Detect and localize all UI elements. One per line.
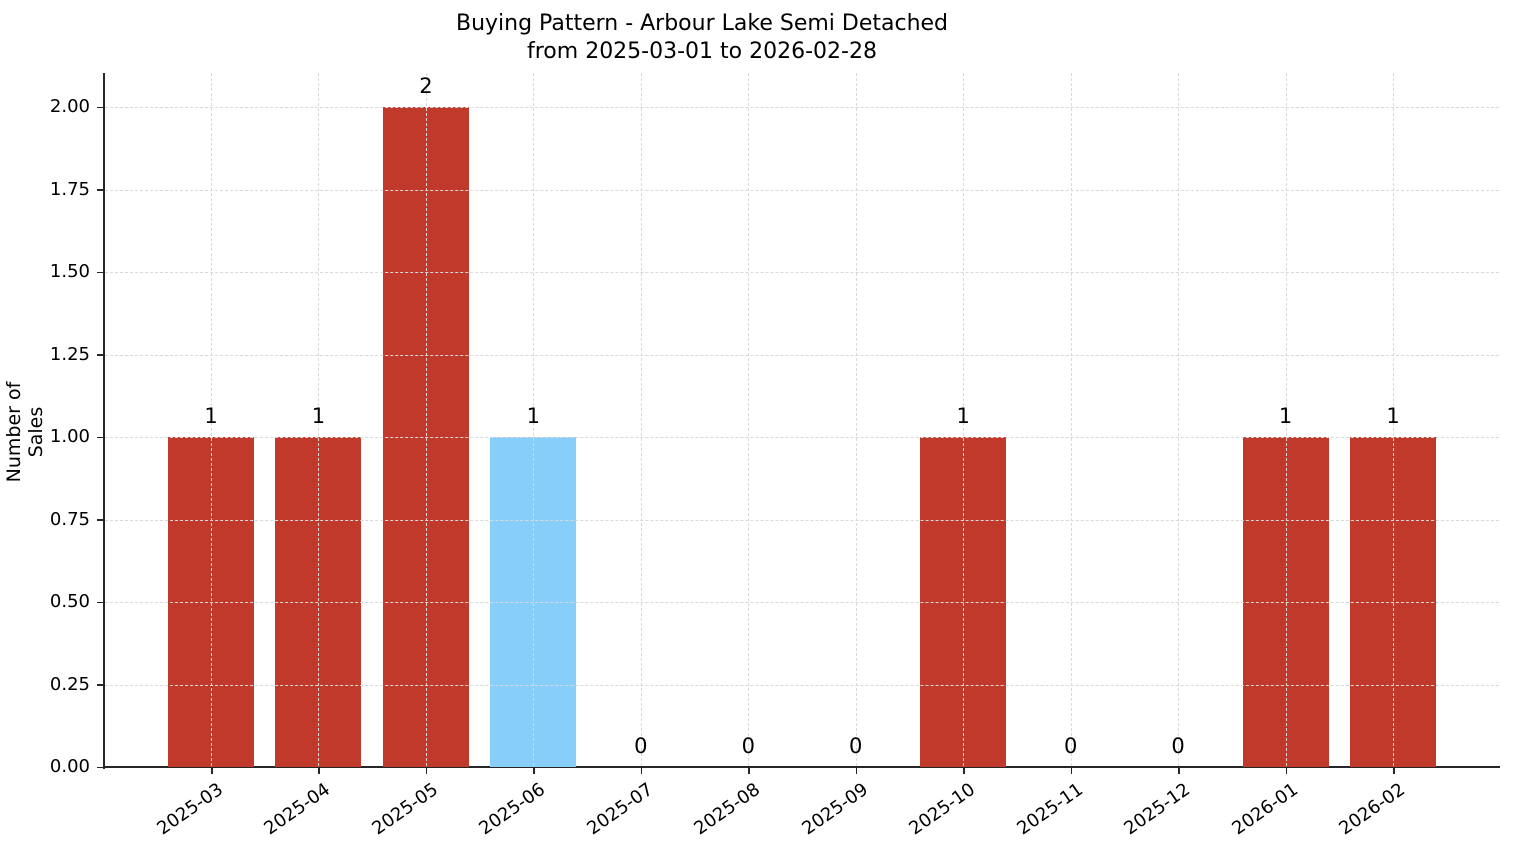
v-gridline <box>1178 73 1180 766</box>
v-gridline <box>855 73 857 766</box>
y-tick-label: 2.00 <box>49 96 90 117</box>
x-tick-label: 2025-09 <box>798 779 872 840</box>
bar-value-label: 1 <box>1278 404 1293 428</box>
y-tick-label: 0.00 <box>49 756 90 777</box>
bar-value-label: 0 <box>741 734 755 758</box>
x-tick <box>533 768 535 774</box>
x-tick-label: 2025-07 <box>583 779 657 840</box>
x-tick-label: 2025-08 <box>690 779 765 840</box>
bar-value-label: 0 <box>1063 734 1078 758</box>
y-tick <box>97 354 103 356</box>
v-gridline <box>533 73 535 766</box>
h-gridline <box>105 519 1499 521</box>
x-tick <box>211 768 213 774</box>
v-gridline <box>640 73 642 766</box>
x-tick <box>640 768 643 774</box>
bar-value-label: 0 <box>1171 734 1185 758</box>
x-tick <box>1393 768 1395 774</box>
y-tick <box>97 519 103 521</box>
x-tick-label: 2025-03 <box>153 779 228 840</box>
x-tick <box>855 768 858 774</box>
x-tick-label: 2025-12 <box>1120 779 1195 840</box>
bar-value-label: 1 <box>956 404 970 428</box>
x-tick-label: 2025-06 <box>475 779 550 840</box>
bar-value-label: 2 <box>419 74 433 98</box>
y-tick <box>97 684 103 686</box>
y-tick <box>97 601 103 603</box>
bar-value-label: 0 <box>634 734 648 758</box>
h-gridline <box>105 272 1499 273</box>
h-gridline <box>105 602 1499 603</box>
y-tick <box>97 106 103 108</box>
y-tick <box>97 436 103 438</box>
x-tick-label: 2026-01 <box>1227 779 1302 840</box>
v-gridline <box>963 73 965 766</box>
x-tick-label: 2025-05 <box>368 779 442 840</box>
bar-value-label: 1 <box>1386 404 1400 428</box>
v-gridline <box>425 73 427 766</box>
y-tick-label: 1.00 <box>49 426 90 447</box>
y-tick <box>97 766 103 768</box>
x-tick <box>748 768 750 774</box>
bar-value-label: 1 <box>204 404 218 428</box>
x-tick <box>1070 768 1073 774</box>
y-tick <box>97 189 103 191</box>
y-tick <box>97 271 103 273</box>
h-gridline <box>105 354 1499 356</box>
h-gridline <box>105 107 1499 108</box>
x-tick <box>425 768 428 774</box>
h-gridline <box>105 437 1499 438</box>
v-gridline <box>211 73 212 766</box>
x-tick <box>1285 768 1288 774</box>
y-tick-label: 1.25 <box>49 343 90 365</box>
x-tick-label: 2025-10 <box>905 779 980 840</box>
x-tick <box>1178 768 1180 774</box>
v-gridline <box>1393 73 1394 766</box>
chart-title: Buying Pattern - Arbour Lake Semi Detach… <box>455 11 949 36</box>
y-tick-label: 0.50 <box>49 591 90 612</box>
y-tick-label: 1.75 <box>49 178 90 200</box>
chart-subtitle: from 2025-03-01 to 2026-02-28 <box>527 39 877 64</box>
v-gridline <box>318 73 320 766</box>
v-gridline <box>1070 73 1072 766</box>
bar-value-label: 1 <box>526 404 541 428</box>
h-gridline <box>105 189 1499 191</box>
y-tick-label: 0.25 <box>49 673 90 695</box>
y-tick-label: 1.50 <box>49 261 90 282</box>
v-gridline <box>748 73 750 766</box>
x-tick-label: 2025-04 <box>260 779 335 840</box>
h-gridline <box>105 684 1499 686</box>
bar-value-label: 1 <box>311 404 326 428</box>
x-tick <box>963 768 965 774</box>
x-tick <box>318 768 320 774</box>
bar-value-label: 0 <box>849 734 863 758</box>
v-gridline <box>1285 73 1287 766</box>
x-tick-label: 2026-02 <box>1335 779 1410 840</box>
x-axis-spine <box>103 766 1500 768</box>
y-tick-label: 0.75 <box>49 508 90 530</box>
x-tick-label: 2025-11 <box>1013 779 1087 840</box>
y-axis-spine <box>103 73 105 769</box>
